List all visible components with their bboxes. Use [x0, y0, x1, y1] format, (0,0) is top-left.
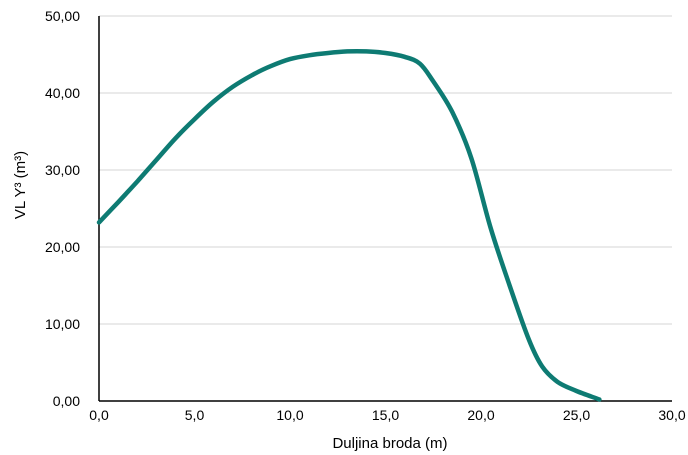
y-tick-label: 30,00: [45, 162, 80, 178]
x-tick-label: 0,0: [89, 407, 109, 423]
y-axis-title: VL Y³ (m³): [12, 151, 29, 219]
y-tick-label: 10,00: [45, 316, 80, 332]
x-tick-label: 5,0: [185, 407, 205, 423]
axes: [98, 16, 672, 402]
x-tick-labels: 0,0 5,0 10,0 15,0 20,0 25,0 30,0: [89, 407, 686, 423]
y-tick-label: 20,00: [45, 239, 80, 255]
x-tick-label: 30,0: [658, 407, 685, 423]
x-tick-label: 25,0: [563, 407, 590, 423]
x-tick-label: 10,0: [276, 407, 303, 423]
gridlines: [99, 15, 672, 325]
x-axis-title: Duljina broda (m): [332, 435, 447, 452]
y-tick-label: 50,00: [45, 8, 80, 24]
y-tick-labels: 0,00 10,00 20,00 30,00 40,00 50,00: [45, 8, 80, 409]
series-line: [96, 49, 602, 402]
x-tick-label: 15,0: [372, 407, 399, 423]
y-tick-label: 0,00: [53, 393, 80, 409]
x-tick-label: 20,0: [467, 407, 494, 423]
y-tick-label: 40,00: [45, 85, 80, 101]
